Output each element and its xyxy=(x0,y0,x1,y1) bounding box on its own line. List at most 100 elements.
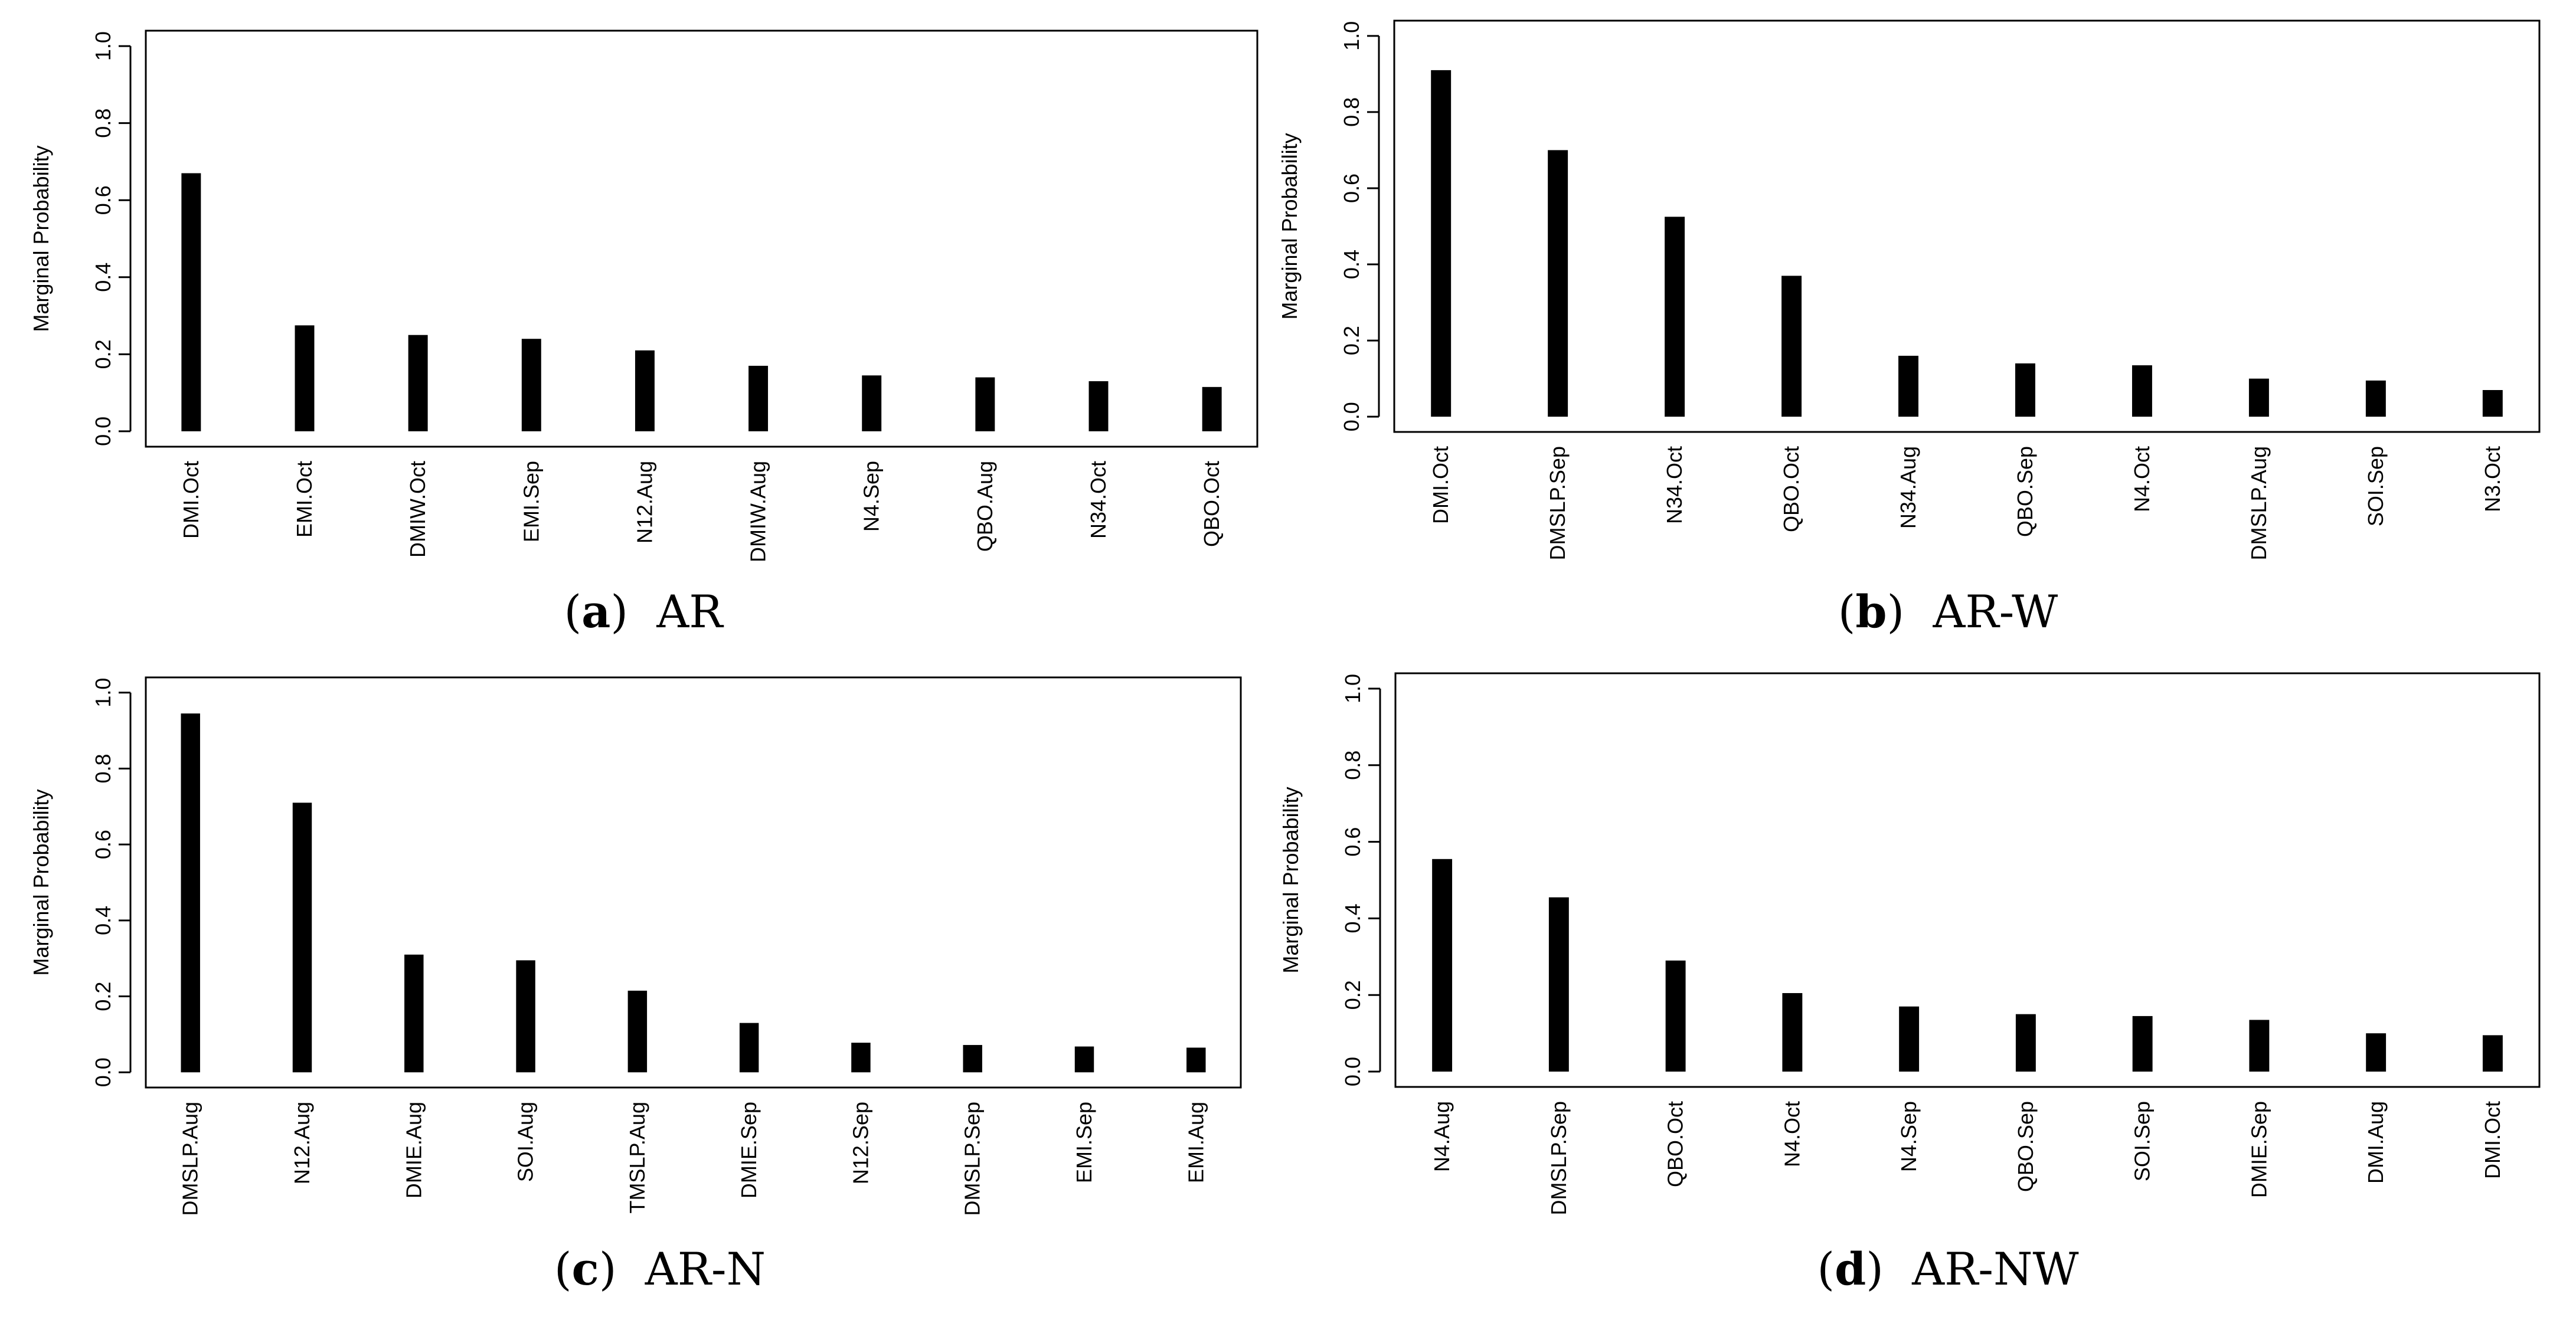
bar xyxy=(2366,1033,2387,1072)
y-tick-label: 0.4 xyxy=(1339,250,1364,279)
y-tick-label: 1.0 xyxy=(91,678,115,708)
bar xyxy=(1548,150,1568,417)
y-tick-label: 0.2 xyxy=(1339,326,1364,355)
plot-frame xyxy=(1394,672,2541,1088)
bar xyxy=(408,335,428,431)
bar xyxy=(2132,1016,2153,1072)
bar xyxy=(862,375,882,431)
chart-a: 0.0 0.2 0.4 0.6 0.8 1.0 Marginal Probability DM… xyxy=(29,30,1258,562)
caption-c: (c) AR-N xyxy=(554,1243,766,1295)
y-tick-label: 0.6 xyxy=(91,185,115,215)
x-tick-label: EMI.Oct xyxy=(292,461,316,538)
y-axis-label: Marginal Probability xyxy=(29,145,53,332)
x-tick-label: QBO.Oct xyxy=(1779,446,1803,532)
bar xyxy=(404,954,424,1073)
y-tick-label: 0.0 xyxy=(1339,402,1364,431)
x-tick-label: QBO.Aug xyxy=(973,461,997,552)
bar xyxy=(2015,363,2035,417)
y-tick-label: 0.2 xyxy=(1341,980,1365,1010)
bar xyxy=(1074,1046,1094,1073)
x-tick-label: SOI.Aug xyxy=(514,1102,538,1182)
x-tick-label: N3.Oct xyxy=(2480,446,2505,512)
bar xyxy=(521,339,541,431)
x-tick-label: DMI.Oct xyxy=(1428,446,1453,524)
x-tick-label: N4.Oct xyxy=(2130,446,2154,512)
bar xyxy=(181,713,200,1073)
bar xyxy=(748,365,769,431)
bar xyxy=(2365,380,2386,417)
y-tick-label: 1.0 xyxy=(1339,21,1364,51)
bar xyxy=(2249,1020,2270,1072)
x-tick-label: DMIW.Oct xyxy=(406,461,430,558)
bar xyxy=(1665,217,1685,417)
x-tick-label: DMI.Oct xyxy=(2480,1101,2505,1179)
x-tick-label: N12.Aug xyxy=(632,461,656,543)
x-tick-label: N4.Oct xyxy=(1780,1101,1804,1167)
x-tick-label: N12.Sep xyxy=(848,1102,872,1184)
panel-c: 0.0 0.2 0.4 0.6 0.8 1.0 Marginal Probability DM… xyxy=(0,660,1288,1320)
x-tick-label: N4.Sep xyxy=(859,461,884,532)
bar xyxy=(2132,365,2152,417)
x-tick-label: N12.Aug xyxy=(290,1102,314,1184)
chart-d: 0.0 0.2 0.4 0.6 0.8 1.0 Marginal Probability N4… xyxy=(1279,672,2541,1215)
y-axis-label: Marginal Probability xyxy=(1277,133,1302,319)
bar xyxy=(851,1043,871,1073)
y-tick-label: 0.8 xyxy=(91,754,115,783)
y-tick-label: 0.4 xyxy=(91,906,115,935)
bar xyxy=(1202,386,1222,431)
x-tick-label: QBO.Sep xyxy=(2013,446,2037,537)
y-tick-label: 0.8 xyxy=(1341,751,1365,780)
x-tick-label: N34.Oct xyxy=(1662,446,1686,524)
y-axis-label: Marginal Probability xyxy=(29,789,53,975)
x-tick-label: DMSLP.Sep xyxy=(1545,446,1570,560)
bar xyxy=(739,1023,759,1073)
bar xyxy=(1431,70,1452,417)
y-tick-label: 1.0 xyxy=(1341,674,1365,703)
y-tick-label: 1.0 xyxy=(91,31,115,61)
y-tick-label: 0.2 xyxy=(91,982,115,1011)
x-tick-label: SOI.Sep xyxy=(2363,446,2388,526)
y-tick-label: 0.8 xyxy=(1339,97,1364,127)
y-axis-label: Marginal Probability xyxy=(1279,787,1303,973)
x-tick-label: QBO.Sep xyxy=(2013,1101,2038,1192)
bar xyxy=(1782,993,1803,1072)
caption-c-label: c xyxy=(571,1243,599,1295)
plot-frame xyxy=(145,30,1258,448)
x-tick-label: EMI.Sep xyxy=(519,461,543,542)
caption-b-label: b xyxy=(1855,585,1887,638)
bar xyxy=(181,173,201,431)
x-tick-label: DMSLP.Aug xyxy=(2247,446,2271,560)
x-tick-label: DMIE.Aug xyxy=(401,1102,426,1198)
caption-a-title: AR xyxy=(656,585,723,638)
bar xyxy=(2482,390,2503,417)
x-tick-label: N34.Oct xyxy=(1086,461,1110,539)
bar xyxy=(2482,1035,2503,1072)
bar xyxy=(963,1044,982,1073)
bar xyxy=(516,960,535,1073)
x-tick-label: DMSLP.Sep xyxy=(1547,1101,1571,1215)
y-tick-label: 0.6 xyxy=(1341,827,1365,857)
bar xyxy=(1432,859,1453,1072)
caption-d-label: d xyxy=(1835,1243,1866,1295)
bar xyxy=(1088,381,1109,431)
bar xyxy=(975,377,995,431)
x-tick-label: DMI.Oct xyxy=(179,461,203,539)
chart-b: 0.0 0.2 0.4 0.6 0.8 1.0 Marginal Probability DM… xyxy=(1277,19,2541,560)
caption-b: (b) AR-W xyxy=(1838,585,2058,638)
bar xyxy=(1548,897,1569,1072)
y-tick-label: 0.0 xyxy=(91,1057,115,1087)
caption-a-label: a xyxy=(581,585,611,638)
x-tick-label: EMI.Aug xyxy=(1184,1102,1208,1183)
x-tick-label: QBO.Oct xyxy=(1663,1101,1688,1187)
x-tick-label: DMSLP.Aug xyxy=(178,1102,202,1216)
caption-d: (d) AR-NW xyxy=(1817,1243,2079,1295)
panel-b: 0.0 0.2 0.4 0.6 0.8 1.0 Marginal Probability DM… xyxy=(1277,0,2576,660)
y-tick-label: 0.4 xyxy=(91,263,115,292)
chart-c: 0.0 0.2 0.4 0.6 0.8 1.0 Marginal Probability DM… xyxy=(29,676,1242,1216)
x-tick-label: TMSLP.Aug xyxy=(625,1102,649,1213)
y-tick-label: 0.0 xyxy=(91,417,115,446)
bar xyxy=(1898,355,1918,417)
x-tick-label: DMIE.Sep xyxy=(2247,1101,2271,1198)
y-tick-label: 0.0 xyxy=(1341,1057,1365,1086)
x-tick-label: DMIE.Sep xyxy=(737,1102,761,1198)
